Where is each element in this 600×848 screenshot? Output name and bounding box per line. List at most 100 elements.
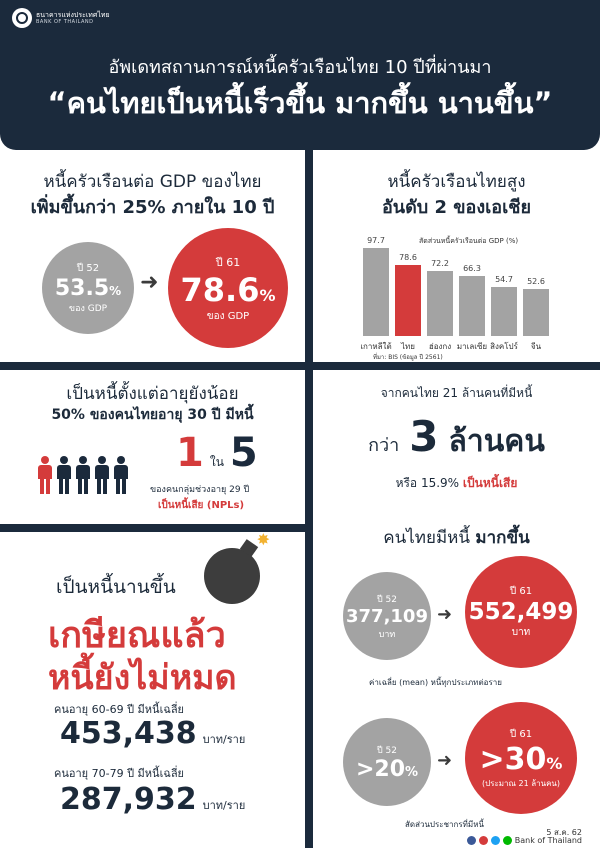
person-icon [114,456,128,496]
group1-unit: บาท/ราย [202,733,246,746]
chart-caption: สัดส่วนหนี้ครัวเรือนต่อ GDP (%) [419,237,519,245]
gdp-after-year: ปี 61 [215,255,241,269]
young-caption: ของคนกลุ่มช่วงอายุ 29 ปี [150,485,250,495]
mean-before-unit: บาท [378,629,396,640]
npl-line3-prefix: หรือ 15.9% [395,476,460,490]
chart-category-label: จีน [530,342,542,351]
share-before-value: >20 [355,756,406,782]
group1-label: คนอายุ 60-69 ปี มีหนี้เฉลี่ย [54,703,185,716]
twitter-icon[interactable] [490,836,500,845]
npl-line3: หรือ 15.9% เป็นหนี้เสีย [313,474,600,493]
mean-before-circle: ปี 52 377,109 บาท [343,572,431,660]
chart-value-label: 97.7 [367,236,385,246]
page-title: อัพเดทสถานการณ์หนี้ครัวเรือนไทย 10 ปีที่… [108,57,492,78]
asia-panel: หนี้ครัวเรือนไทยสูง อันดับ 2 ของเอเชีย ส… [313,150,600,362]
npl-line3-red: เป็นหนี้เสีย [462,476,518,490]
chart-bar [395,265,421,336]
social-bar: Bank of Thailand [466,836,582,845]
gdp-before-value: 53.5 [54,276,110,301]
group1-value: 453,438 [60,716,197,751]
more-heading-plain: คนไทยมีหนี้ [383,528,471,548]
chart-category-label: เกาหลีใต้ [360,342,392,351]
mean-after-value: 552,499 [468,599,574,625]
bot-logo-icon [12,8,32,28]
chart-source: ที่มา: BIS (ข้อมูล ปี 2561) [373,354,443,361]
share-after-unit: % [546,753,563,773]
gdp-before-unit: % [109,284,122,298]
share-caption: สัดส่วนประชากรที่มีหนี้ [405,820,484,829]
person-icon [95,456,109,496]
gdp-before-circle: ปี 52 53.5% ของ GDP [42,242,134,334]
person-icon [57,456,71,496]
arrow-right-icon: ➜ [437,604,453,625]
gdp-after-unit: % [259,285,276,305]
npl-big-line: กว่า 3 ล้านคน [313,412,600,465]
mean-before-year: ปี 52 [376,594,398,605]
gdp-after-value: 78.6 [180,270,260,309]
group1-row: 453,438 บาท/ราย [60,716,245,751]
chart-value-label: 66.3 [463,264,481,274]
row-divider-2 [0,524,305,532]
mean-before-value: 377,109 [346,605,428,627]
youtube-icon[interactable] [478,836,488,845]
chart-bar [491,286,517,336]
chart-category-label: ไทย [401,342,415,351]
gdp-before-caption: ของ GDP [68,304,108,314]
chart-bar [523,288,549,336]
young-subheading: 50% ของคนไทยอายุ 30 ปี มีหนี้ [51,407,254,423]
page-headline: “คนไทยเป็นหนี้เร็วขึ้น มากขึ้น นานขึ้น” [47,86,553,120]
gdp-panel: หนี้ครัวเรือนต่อ GDP ของไทย เพิ่มขึ้นกว่… [0,150,305,362]
ratio-word: ใน [209,455,224,469]
chart-category-label: สิงคโปร์ [490,342,518,351]
org-name-th: ธนาคารแห่งประเทศไทย [36,11,110,19]
mean-caption: ค่าเฉลี่ย (mean) หนี้ทุกประเภทต่อราย [369,678,502,687]
person-icon [38,456,52,496]
share-before-circle: ปี 52 >20% [343,718,431,806]
long-red-line1: เกษียณแล้ว [48,615,226,656]
share-after-circle: ปี 61 >30% (ประมาณ 21 ล้านคน) [465,702,577,814]
mean-after-unit: บาท [511,627,531,638]
line-icon[interactable] [502,836,512,845]
facebook-icon[interactable] [466,836,476,845]
gdp-after-circle: ปี 61 78.6% ของ GDP [168,228,288,348]
asia-subheading: อันดับ 2 ของเอเชีย [381,197,532,218]
asia-heading: หนี้ครัวเรือนไทยสูง [387,172,526,192]
young-panel: เป็นหนี้ตั้งแต่อายุยังน้อย 50% ของคนไทยอ… [0,370,305,524]
gdp-before-year: ปี 52 [76,263,100,274]
long-heading: เป็นหนี้นานขึ้น [56,576,176,598]
chart-bar [363,248,389,336]
young-npl-caption: เป็นหนี้เสีย (NPLs) [158,500,245,511]
group2-row: 287,932 บาท/ราย [60,782,245,817]
share-before-unit: % [405,764,419,780]
share-before-year: ปี 52 [376,745,398,756]
share-after-note: (ประมาณ 21 ล้านคน) [481,778,561,788]
more-heading: คนไทยมีหนี้ มากขึ้น [313,524,600,551]
chart-bar [459,276,485,336]
npl-panel: จากคนไทย 21 ล้านคนที่มีหนี้ กว่า 3 ล้านค… [313,370,600,510]
npl-line1: จากคนไทย 21 ล้านคนที่มีหนี้ [380,386,533,400]
ratio-denominator: 5 [229,430,258,476]
long-red-line2: หนี้ยังไม่หมด [48,658,237,698]
person-icon [76,456,90,496]
ratio-group: 1 ใน 5 [176,430,258,476]
brand-name: Bank of Thailand [514,836,582,845]
column-divider [305,150,313,848]
group2-label: คนอายุ 70-79 ปี มีหนี้เฉลี่ย [54,767,185,780]
ratio-numerator: 1 [176,430,204,476]
chart-value-label: 78.6 [399,253,417,263]
group2-unit: บาท/ราย [202,799,246,812]
gdp-after-caption: ของ GDP [206,310,250,322]
header-banner: ธนาคารแห่งประเทศไทย BANK OF THAILAND อัพ… [0,0,600,150]
mean-after-year: ปี 61 [509,586,533,597]
share-after-year: ปี 61 [509,728,533,740]
org-name-en: BANK OF THAILAND [36,19,94,25]
long-panel: เป็นหนี้นานขึ้น ✸ เกษียณแล้ว หนี้ยังไม่ห… [0,530,305,848]
chart-category-label: มาเลเซีย [456,342,488,351]
more-panel: คนไทยมีหนี้ มากขึ้น ปี 52 377,109 บาท ➜ … [313,510,600,848]
gdp-subheading: เพิ่มขึ้นกว่า 25% ภายใน 10 ปี [30,197,275,218]
arrow-right-icon: ➜ [140,270,159,295]
bomb-icon: ✸ [204,530,270,604]
more-heading-bold: มากขึ้น [475,528,530,548]
mean-after-circle: ปี 61 552,499 บาท [465,556,577,668]
arrow-right-icon: ➜ [437,750,453,771]
